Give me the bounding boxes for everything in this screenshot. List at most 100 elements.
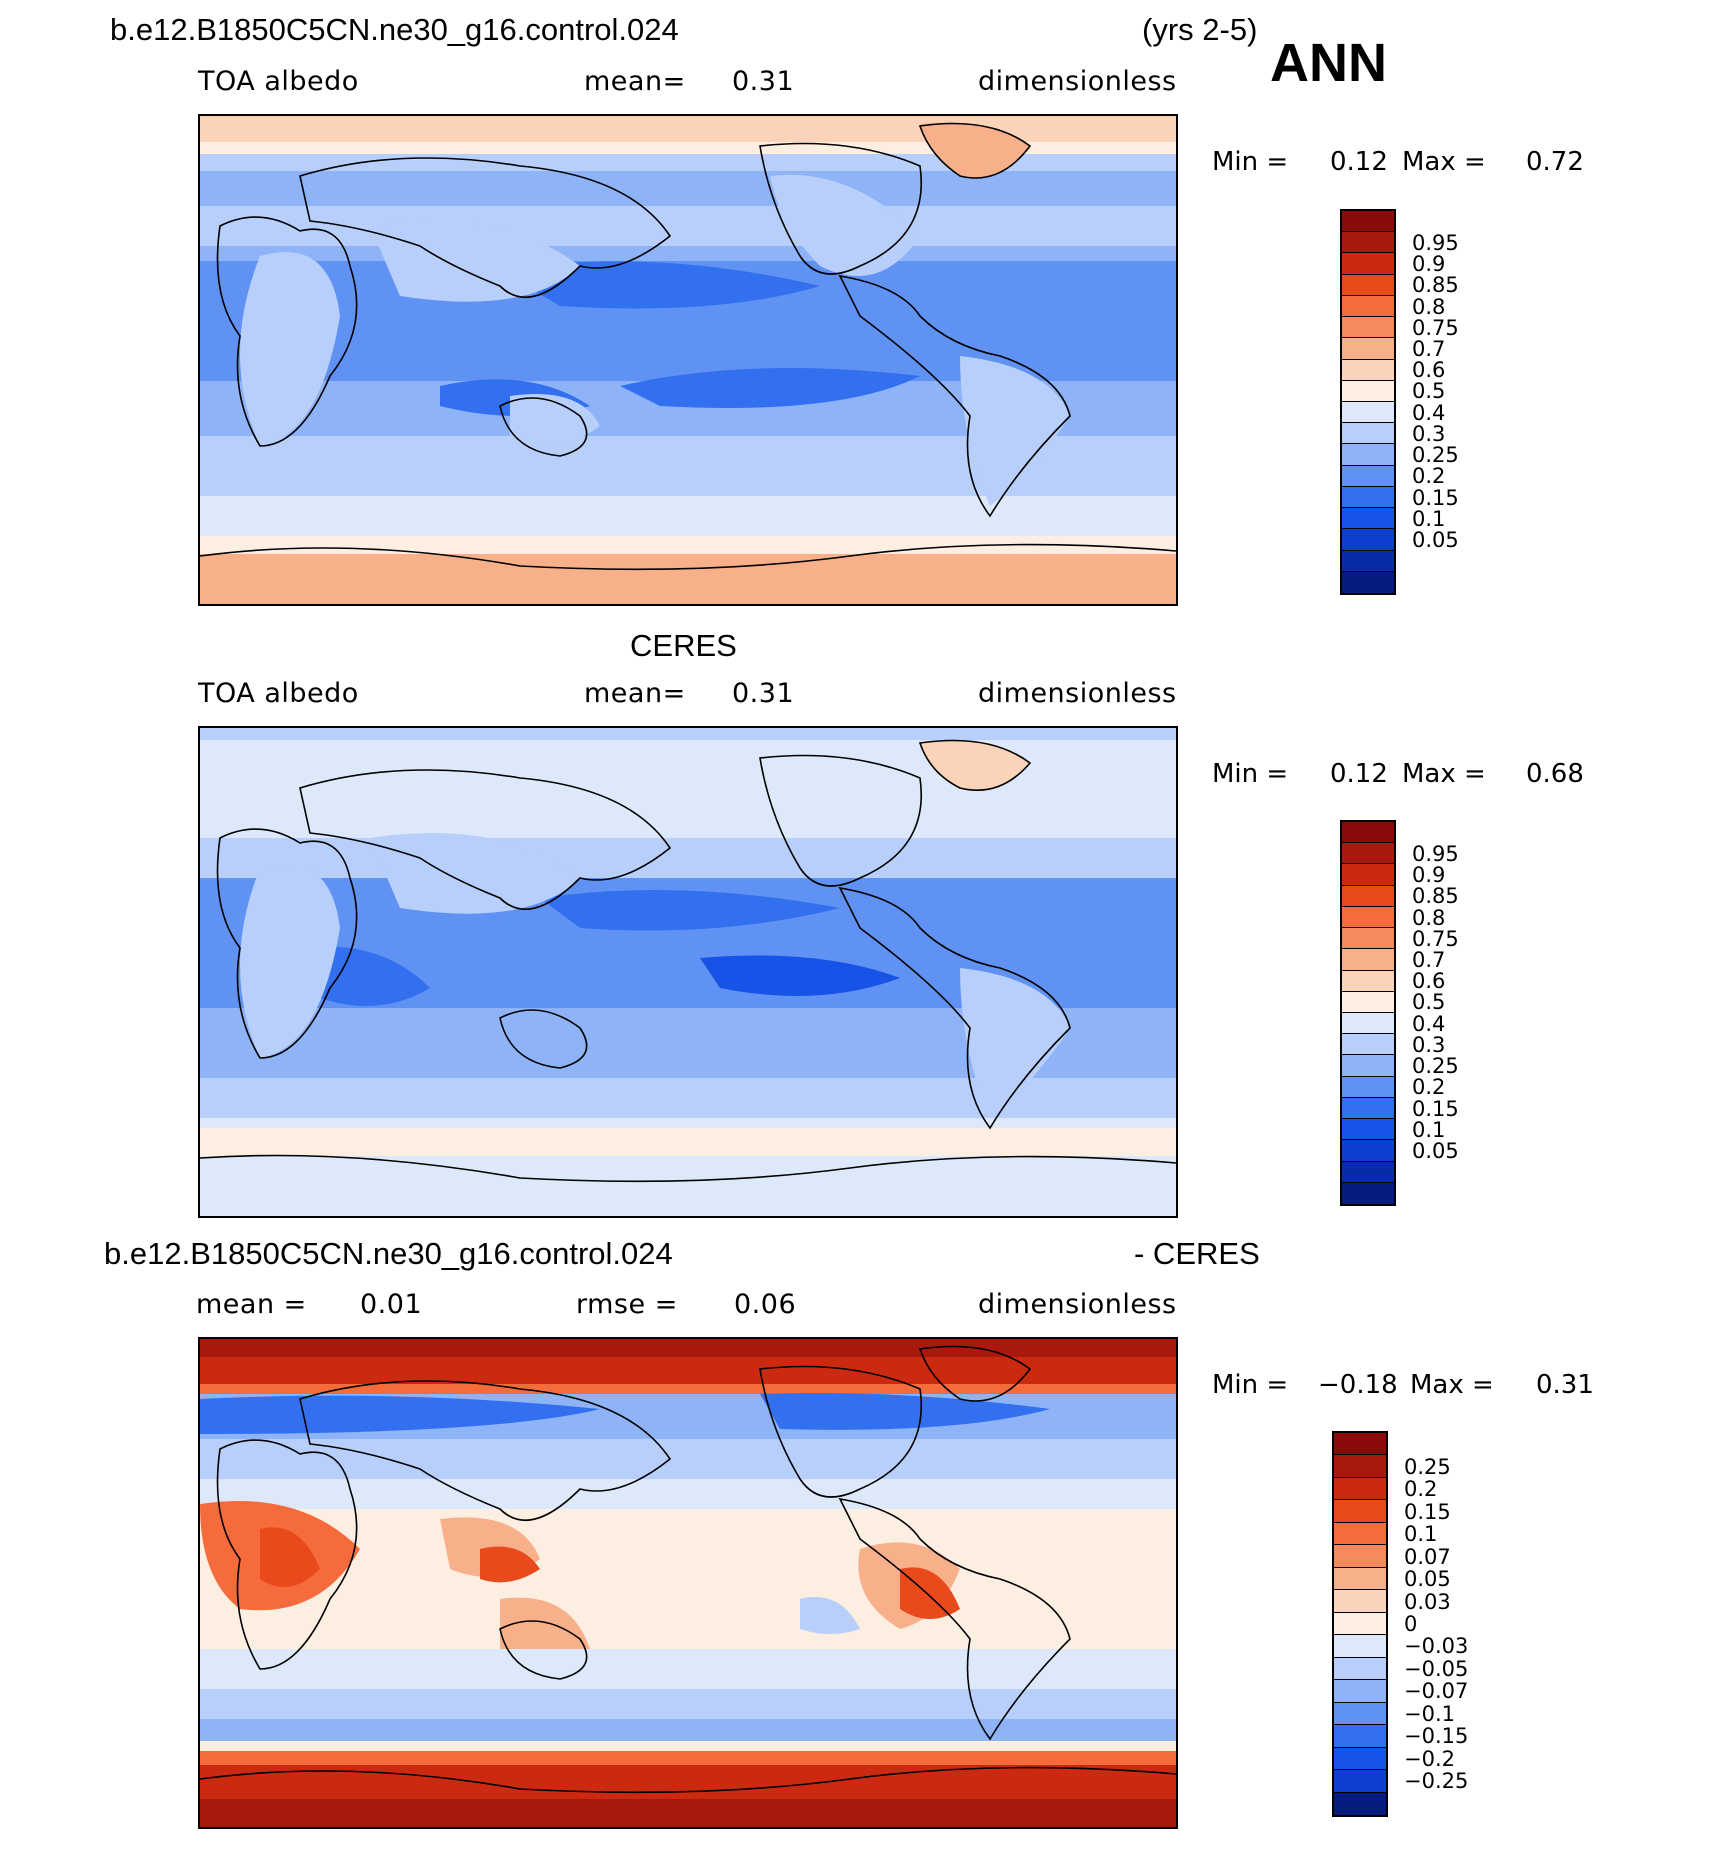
colorbar-segment (1334, 1500, 1386, 1523)
colorbar-label: 0.5 (1412, 379, 1446, 404)
colorbar-segment (1342, 1140, 1394, 1162)
colorbar-segment (1342, 571, 1394, 593)
colorbar-segment (1342, 380, 1394, 402)
colorbar-segment (1334, 1702, 1386, 1726)
panel3-colorbar (1332, 1431, 1388, 1817)
colorbar-segment (1334, 1590, 1386, 1613)
colorbar-segment (1334, 1522, 1386, 1546)
panel1-mean-value: 0.31 (732, 66, 795, 97)
colorbar-segment (1342, 1076, 1394, 1098)
colorbar-segment (1334, 1455, 1386, 1478)
years-label: (yrs 2-5) (1142, 12, 1258, 47)
colorbar-segment (1334, 1657, 1386, 1681)
colorbar-label: 0.6 (1412, 969, 1446, 994)
panel3-rmse-label: rmse = (576, 1289, 678, 1320)
colorbar-label: −0.2 (1404, 1746, 1455, 1771)
colorbar-label: 0.2 (1404, 1477, 1438, 1502)
panel2-title: CERES (630, 628, 737, 663)
colorbar-label: −0.1 (1404, 1701, 1455, 1726)
colorbar-label: 0.03 (1404, 1589, 1451, 1614)
colorbar-label: 0.1 (1412, 506, 1446, 531)
colorbar-segment (1334, 1545, 1386, 1568)
colorbar-label: 0.25 (1404, 1454, 1451, 1479)
panel1-colorbar (1340, 209, 1396, 595)
colorbar-label: 0.1 (1412, 1117, 1446, 1142)
panel3-rmse-value: 0.06 (734, 1289, 797, 1320)
colorbar-label: 0.1 (1404, 1522, 1438, 1547)
colorbar-segment (1342, 359, 1394, 381)
colorbar-label: 0.4 (1412, 400, 1446, 425)
panel3-map-field (200, 1339, 1176, 1827)
colorbar-segment (1342, 822, 1394, 844)
colorbar-segment (1334, 1612, 1386, 1636)
colorbar-segment (1342, 295, 1394, 318)
colorbar-segment (1342, 991, 1394, 1013)
colorbar-label: 0.85 (1412, 273, 1459, 298)
panel2-max-value: 0.68 (1526, 759, 1584, 789)
colorbar-segment (1342, 1034, 1394, 1056)
colorbar-segment (1334, 1770, 1386, 1793)
colorbar-segment (1342, 211, 1394, 233)
colorbar-segment (1342, 486, 1394, 509)
colorbar-segment (1342, 1012, 1394, 1035)
colorbar-label: 0.5 (1412, 990, 1446, 1015)
colorbar-segment (1342, 317, 1394, 339)
colorbar-label: 0.15 (1412, 485, 1459, 510)
colorbar-label: 0 (1404, 1612, 1418, 1636)
colorbar-segment (1334, 1747, 1386, 1771)
panel3-min-label: Min = (1212, 1370, 1289, 1400)
colorbar-label: 0.75 (1412, 315, 1459, 340)
colorbar-label: 0.05 (1404, 1567, 1451, 1592)
colorbar-segment (1334, 1680, 1386, 1703)
season-label: ANN (1270, 33, 1387, 93)
colorbar-segment (1334, 1477, 1386, 1501)
panel1-variable: TOA albedo (198, 66, 359, 97)
colorbar-segment (1342, 1161, 1394, 1183)
colorbar-segment (1342, 1055, 1394, 1077)
colorbar-segment (1334, 1635, 1386, 1658)
colorbar-segment (1342, 232, 1394, 254)
panel2-mean-label: mean= (584, 678, 686, 709)
colorbar-label: 0.3 (1412, 1032, 1446, 1057)
panel1-min-value: 0.12 (1330, 147, 1388, 177)
colorbar-label: 0.15 (1412, 1096, 1459, 1121)
colorbar-segment (1342, 864, 1394, 886)
panel2-variable: TOA albedo (198, 678, 359, 709)
panel2-max-label: Max = (1402, 759, 1486, 789)
colorbar-segment (1334, 1433, 1386, 1456)
panel1-mean-label: mean= (584, 66, 686, 97)
panel2-map (198, 726, 1178, 1218)
colorbar-segment (1342, 885, 1394, 907)
colorbar-label: −0.05 (1404, 1656, 1469, 1681)
colorbar-segment (1342, 253, 1394, 275)
panel2-colorbar (1340, 820, 1396, 1206)
colorbar-label: 0.3 (1412, 421, 1446, 446)
colorbar-label: 0.8 (1412, 294, 1446, 319)
colorbar-segment (1342, 928, 1394, 950)
panel1-max-value: 0.72 (1526, 147, 1584, 177)
colorbar-segment (1342, 1119, 1394, 1141)
colorbar-segment (1342, 1097, 1394, 1120)
panel3-title: b.e12.B1850C5CN.ne30_g16.control.024 (104, 1236, 673, 1271)
colorbar-label: 0.9 (1412, 252, 1446, 277)
colorbar-label: 0.7 (1412, 947, 1446, 972)
panel3-units: dimensionless (978, 1289, 1177, 1320)
colorbar-label: 0.2 (1412, 464, 1446, 489)
panel3-mean-label: mean = (196, 1289, 307, 1320)
panel2-map-field (200, 728, 1176, 1216)
colorbar-segment (1342, 508, 1394, 530)
colorbar-segment (1342, 401, 1394, 424)
colorbar-label: 0.85 (1412, 884, 1459, 909)
colorbar-segment (1342, 465, 1394, 487)
colorbar-segment (1342, 444, 1394, 466)
colorbar-segment (1334, 1725, 1386, 1748)
panel1-max-label: Max = (1402, 147, 1486, 177)
colorbar-label: 0.95 (1412, 841, 1459, 866)
panel1-map (198, 114, 1178, 606)
colorbar-label: 0.25 (1412, 443, 1459, 468)
panel3-max-value: 0.31 (1536, 1370, 1594, 1400)
colorbar-label: −0.07 (1404, 1679, 1469, 1704)
colorbar-segment (1334, 1567, 1386, 1591)
panel3-mean-value: 0.01 (360, 1289, 423, 1320)
panel1-min-label: Min = (1212, 147, 1289, 177)
